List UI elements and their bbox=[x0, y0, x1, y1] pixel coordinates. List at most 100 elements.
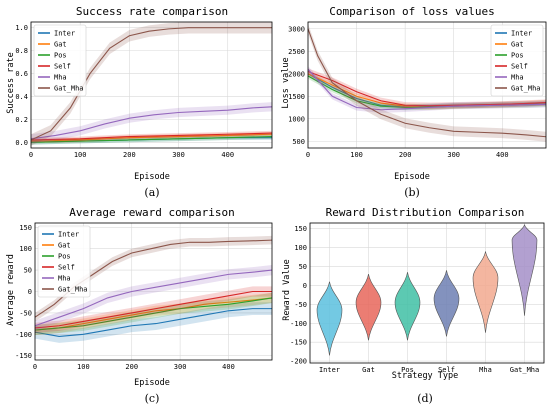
series-line-mha bbox=[307, 68, 547, 111]
series-band-mha bbox=[31, 102, 272, 144]
series-line-pos bbox=[34, 297, 273, 331]
y-tick-label: -150 bbox=[15, 352, 32, 360]
series-line-self bbox=[307, 70, 547, 107]
series-line-self bbox=[34, 290, 272, 329]
y-tick-label: 1.0 bbox=[15, 24, 28, 32]
x-tick-label: 0 bbox=[29, 151, 33, 159]
legend-label-self: Self bbox=[54, 63, 71, 71]
legend-label-inter: Inter bbox=[54, 30, 75, 38]
panel-success-rate: Success rate comparison Success rate Epi… bbox=[6, 5, 273, 199]
violin-gat bbox=[355, 274, 382, 341]
violin-inter bbox=[316, 281, 343, 356]
y-tick-label: -200 bbox=[290, 358, 307, 366]
y-tick-label: -150 bbox=[290, 339, 307, 347]
y-tick-label: 50 bbox=[299, 263, 307, 271]
plot-area-a: 0 100 200 300 400 0.0 0.2 0.4 0.6 0.8 1.0 Inter Gat P… bbox=[15, 21, 273, 159]
y-tick-label: 0.0 bbox=[15, 139, 28, 147]
series-line-self bbox=[30, 132, 273, 141]
x-tick-label: 0 bbox=[306, 151, 310, 159]
y-tick-label: 100 bbox=[294, 244, 307, 252]
x-tick-label: Self bbox=[438, 366, 455, 374]
legend-label-mha: Mha bbox=[58, 275, 71, 283]
panel-loss: Comparison of loss values Loss value Epi… bbox=[281, 5, 547, 199]
series-band-gat_mha bbox=[308, 23, 546, 142]
x-tick-label: Gat_Mha bbox=[510, 366, 540, 374]
plot-frame bbox=[34, 222, 273, 361]
y-tick-label: 150 bbox=[19, 224, 32, 232]
x-tick-label: 200 bbox=[125, 363, 138, 371]
xlabel-c: Episode bbox=[134, 378, 170, 388]
series-band-mha bbox=[35, 264, 272, 331]
legend-label-gat: Gat bbox=[511, 41, 524, 49]
caption-b: (b) bbox=[404, 186, 420, 199]
xlabel-a: Episode bbox=[134, 172, 170, 182]
series-line-pos bbox=[30, 135, 273, 143]
x-tick-label: 200 bbox=[123, 151, 136, 159]
xlabel-b: Episode bbox=[394, 172, 430, 182]
plot-area-b: 0 100 200 300 400 500 1000 1500 2000 2500 3000 Inte… bbox=[288, 21, 547, 159]
plot-background bbox=[310, 223, 544, 363]
series-band-self bbox=[308, 68, 546, 109]
y-tick-label: 2500 bbox=[288, 48, 305, 56]
y-tick-label: -100 bbox=[15, 331, 32, 339]
legend-label-gat: Gat bbox=[54, 41, 67, 49]
series-band-pos bbox=[308, 73, 546, 111]
violin-pos bbox=[394, 272, 421, 341]
y-tick-label: -50 bbox=[19, 309, 32, 317]
x-tick-label: Gat bbox=[362, 366, 375, 374]
x-tick-label: 100 bbox=[350, 151, 363, 159]
series-line-gat_mha bbox=[307, 28, 547, 138]
legend-label-gat_mha: Gat_Mha bbox=[54, 85, 84, 93]
x-tick-label: 400 bbox=[222, 363, 235, 371]
legend-label-gat_mha: Gat_Mha bbox=[58, 286, 88, 294]
ylabel-d: Reward Value bbox=[282, 259, 292, 320]
series-line-inter bbox=[34, 308, 272, 338]
y-tick-label: 0.4 bbox=[15, 93, 28, 101]
x-tick-label: 400 bbox=[221, 151, 234, 159]
x-tick-label: Mha bbox=[479, 366, 492, 374]
plot-area-c: 0 100 200 300 400 -150 -100 -50 0 50 100 150 Inter Ga… bbox=[15, 222, 273, 371]
legend-label-mha: Mha bbox=[54, 74, 67, 82]
panel-reward: Average reward comparison Average reward… bbox=[6, 206, 273, 405]
ylabel-c: Average reward bbox=[6, 254, 16, 326]
legend-label-pos: Pos bbox=[54, 52, 67, 60]
plot-area-d: -200 -150 -100 -50 0 50 100 150 Inter Gat Pos Self M… bbox=[290, 222, 545, 374]
x-tick-label: 200 bbox=[399, 151, 412, 159]
series-line-gat_mha bbox=[30, 27, 272, 141]
series-band-pos bbox=[35, 292, 272, 336]
x-tick-label: 300 bbox=[174, 363, 187, 371]
y-tick-label: -100 bbox=[290, 320, 307, 328]
legend-label-inter: Inter bbox=[58, 231, 79, 239]
ylabel-b: Loss value bbox=[281, 57, 291, 108]
legend-label-pos: Pos bbox=[58, 253, 71, 261]
legend-label-gat: Gat bbox=[58, 242, 71, 250]
legend-box bbox=[37, 225, 91, 298]
legend-label-self: Self bbox=[58, 264, 75, 272]
series-line-gat bbox=[34, 297, 273, 331]
series-band-inter bbox=[308, 71, 546, 110]
plot-frame bbox=[30, 21, 273, 149]
x-tick-label: 400 bbox=[496, 151, 509, 159]
y-tick-label: 0 bbox=[303, 282, 307, 290]
legend-box bbox=[33, 24, 87, 97]
y-tick-label: 0.8 bbox=[15, 47, 28, 55]
x-tick-label: Inter bbox=[319, 366, 340, 374]
legend-box bbox=[490, 24, 544, 97]
violin-mha bbox=[472, 251, 499, 333]
y-tick-label: 3000 bbox=[288, 25, 305, 33]
legend-label-inter: Inter bbox=[511, 30, 532, 38]
caption-a: (a) bbox=[144, 186, 159, 199]
x-tick-label: 100 bbox=[74, 151, 87, 159]
x-tick-label: 100 bbox=[77, 363, 90, 371]
chart-title-b: Comparison of loss values bbox=[329, 5, 495, 18]
series-line-mha bbox=[30, 106, 273, 140]
x-tick-label: Pos bbox=[401, 366, 414, 374]
x-tick-label: 0 bbox=[33, 363, 37, 371]
legend-label-mha: Mha bbox=[511, 74, 524, 82]
caption-d: (d) bbox=[417, 392, 433, 405]
y-tick-label: -50 bbox=[294, 301, 307, 309]
ylabel-a: Success rate bbox=[6, 52, 16, 113]
y-tick-label: 0.6 bbox=[15, 70, 28, 78]
panel-violin: Reward Distribution Comparison Reward Va… bbox=[282, 206, 545, 405]
